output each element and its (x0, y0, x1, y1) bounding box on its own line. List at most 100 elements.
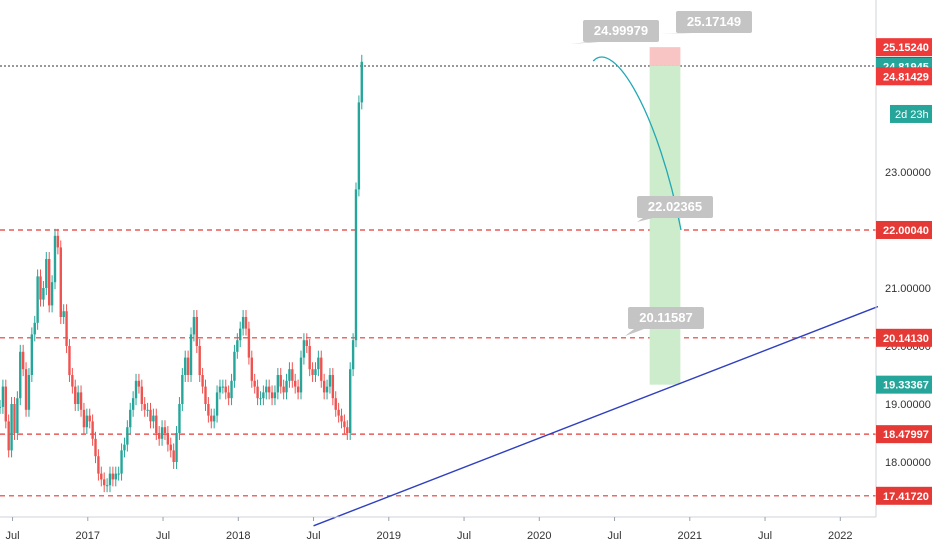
candle-body (65, 311, 68, 346)
candle (241, 310, 245, 336)
candle-body (53, 235, 57, 283)
candle-body (230, 380, 233, 399)
candle (210, 408, 213, 429)
candle-body (224, 386, 227, 393)
candle-body (288, 369, 291, 381)
candle (215, 385, 219, 423)
candle-body (149, 409, 152, 422)
candle (343, 414, 346, 435)
candle-body (74, 386, 77, 404)
candle (79, 385, 83, 417)
candle-body (114, 473, 117, 480)
candle (349, 362, 352, 440)
candle-body (253, 380, 256, 387)
candle-body (39, 276, 42, 300)
price-axis: 23.0000021.0000020.0000019.0000018.00000… (875, 0, 932, 517)
candle (97, 449, 100, 481)
candle-body (201, 375, 204, 387)
y-tick-label: 23.00000 (885, 167, 931, 179)
candle-body (71, 375, 74, 387)
candle-body (349, 369, 352, 433)
candle-body (123, 444, 126, 451)
candle (267, 379, 271, 400)
candle (19, 344, 22, 406)
candle-body (169, 444, 172, 451)
candle-body (184, 357, 187, 375)
candle (94, 431, 97, 464)
candle (0, 399, 2, 414)
candle-body (152, 415, 155, 422)
candle-body (311, 369, 314, 375)
candle (53, 228, 57, 290)
price-label-bg (876, 375, 932, 394)
candle-body (137, 380, 141, 387)
candle (273, 385, 277, 406)
candle-body (155, 415, 158, 433)
price-label-text: 20.14130 (883, 333, 929, 345)
callout-pointer (660, 33, 692, 34)
candle (169, 437, 172, 458)
candle-body (351, 340, 355, 370)
candle-body (120, 450, 123, 474)
candle-body (322, 380, 326, 393)
price-label-bg (876, 67, 932, 86)
candle (85, 408, 89, 435)
candle (146, 402, 149, 417)
candle (239, 321, 242, 348)
candle (291, 362, 294, 388)
x-tick-label: Jul (457, 530, 471, 542)
candle (256, 379, 259, 406)
candle-body (33, 322, 36, 335)
candle-body (204, 386, 207, 404)
candle (340, 408, 343, 429)
candle-body (42, 288, 45, 300)
candle-body (45, 259, 48, 288)
candle (140, 379, 144, 411)
price-label-text: 24.81429 (883, 71, 929, 83)
candle-body (340, 415, 343, 422)
candle (50, 275, 54, 313)
candle (45, 252, 48, 295)
candle (207, 397, 210, 423)
candle (175, 426, 178, 469)
callout-text: 20.11587 (639, 310, 693, 325)
candle (178, 397, 181, 440)
candle (166, 426, 170, 452)
y-tick-label: 18.00000 (885, 457, 931, 469)
candle (262, 385, 265, 406)
candle (48, 252, 51, 313)
price-label-text: 19.33367 (883, 380, 929, 392)
candle (10, 397, 13, 458)
candle-body (195, 317, 199, 346)
price-label: 18.47997 (876, 425, 932, 444)
price-label-bg (876, 486, 932, 505)
candle-body (146, 409, 149, 411)
candle-body (218, 386, 222, 393)
candle-body (250, 357, 253, 381)
candle-body (91, 421, 94, 439)
candle (131, 391, 135, 417)
candle-body (7, 421, 10, 451)
candle-body (296, 386, 300, 393)
candle-body (299, 357, 303, 393)
candle-body (294, 380, 297, 387)
candle-body (302, 340, 306, 358)
candle (157, 426, 161, 446)
candle-body (325, 386, 329, 393)
candle-body (357, 102, 361, 190)
candle-body (305, 340, 308, 346)
trendline (313, 305, 879, 527)
candle (189, 327, 193, 382)
candle (111, 466, 115, 487)
price-label-bg (876, 328, 932, 347)
candle (4, 379, 7, 429)
candle (27, 368, 31, 417)
projected-path (592, 56, 682, 231)
candle (24, 362, 28, 417)
x-tick-label: 2022 (828, 530, 852, 542)
candle-body (111, 473, 115, 480)
candle-body (262, 392, 265, 399)
candle (230, 373, 233, 406)
candle (218, 379, 222, 400)
